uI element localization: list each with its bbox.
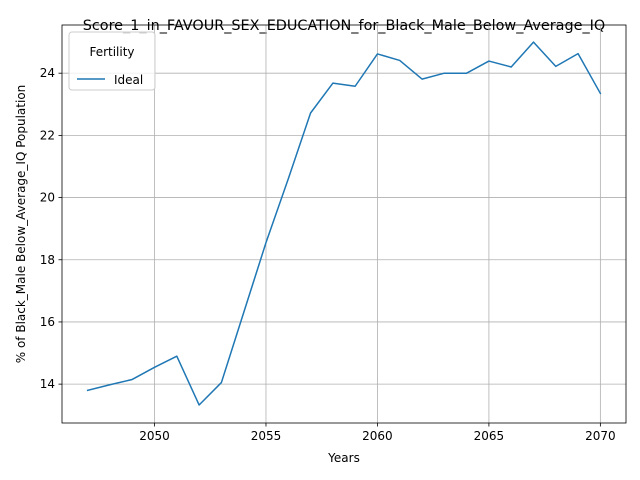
plot-frame: [61, 24, 627, 424]
y-tick-label: 22: [40, 128, 55, 142]
y-tick-label: 18: [40, 253, 55, 267]
axis-ticks: 2050 2055 2060 2065 2070 14 16 18 20 22 24: [40, 66, 616, 443]
y-axis-label: % of Black_Male Below_Average_IQ Populat…: [14, 85, 28, 364]
y-tick-label: 20: [40, 191, 55, 205]
series-lines: [86, 41, 602, 406]
x-tick-label: 2070: [585, 429, 616, 443]
chart-title: Score_1_in_FAVOUR_SEX_EDUCATION_for_Blac…: [83, 18, 606, 34]
legend-label-ideal: Ideal: [114, 73, 143, 87]
y-tick-label: 16: [40, 315, 55, 329]
legend-title: Fertility: [89, 45, 134, 59]
x-tick-label: 2055: [251, 429, 282, 443]
x-tick-label: 2065: [474, 429, 505, 443]
series-line-ideal: [86, 41, 602, 406]
legend-box: [68, 31, 156, 91]
grid: [62, 25, 626, 423]
x-axis-label: Years: [327, 451, 360, 465]
x-tick-label: 2060: [362, 429, 393, 443]
y-tick-label: 24: [40, 66, 55, 80]
y-tick-label: 14: [40, 377, 55, 391]
x-tick-label: 2050: [139, 429, 170, 443]
legend: Fertility Ideal: [68, 31, 156, 91]
